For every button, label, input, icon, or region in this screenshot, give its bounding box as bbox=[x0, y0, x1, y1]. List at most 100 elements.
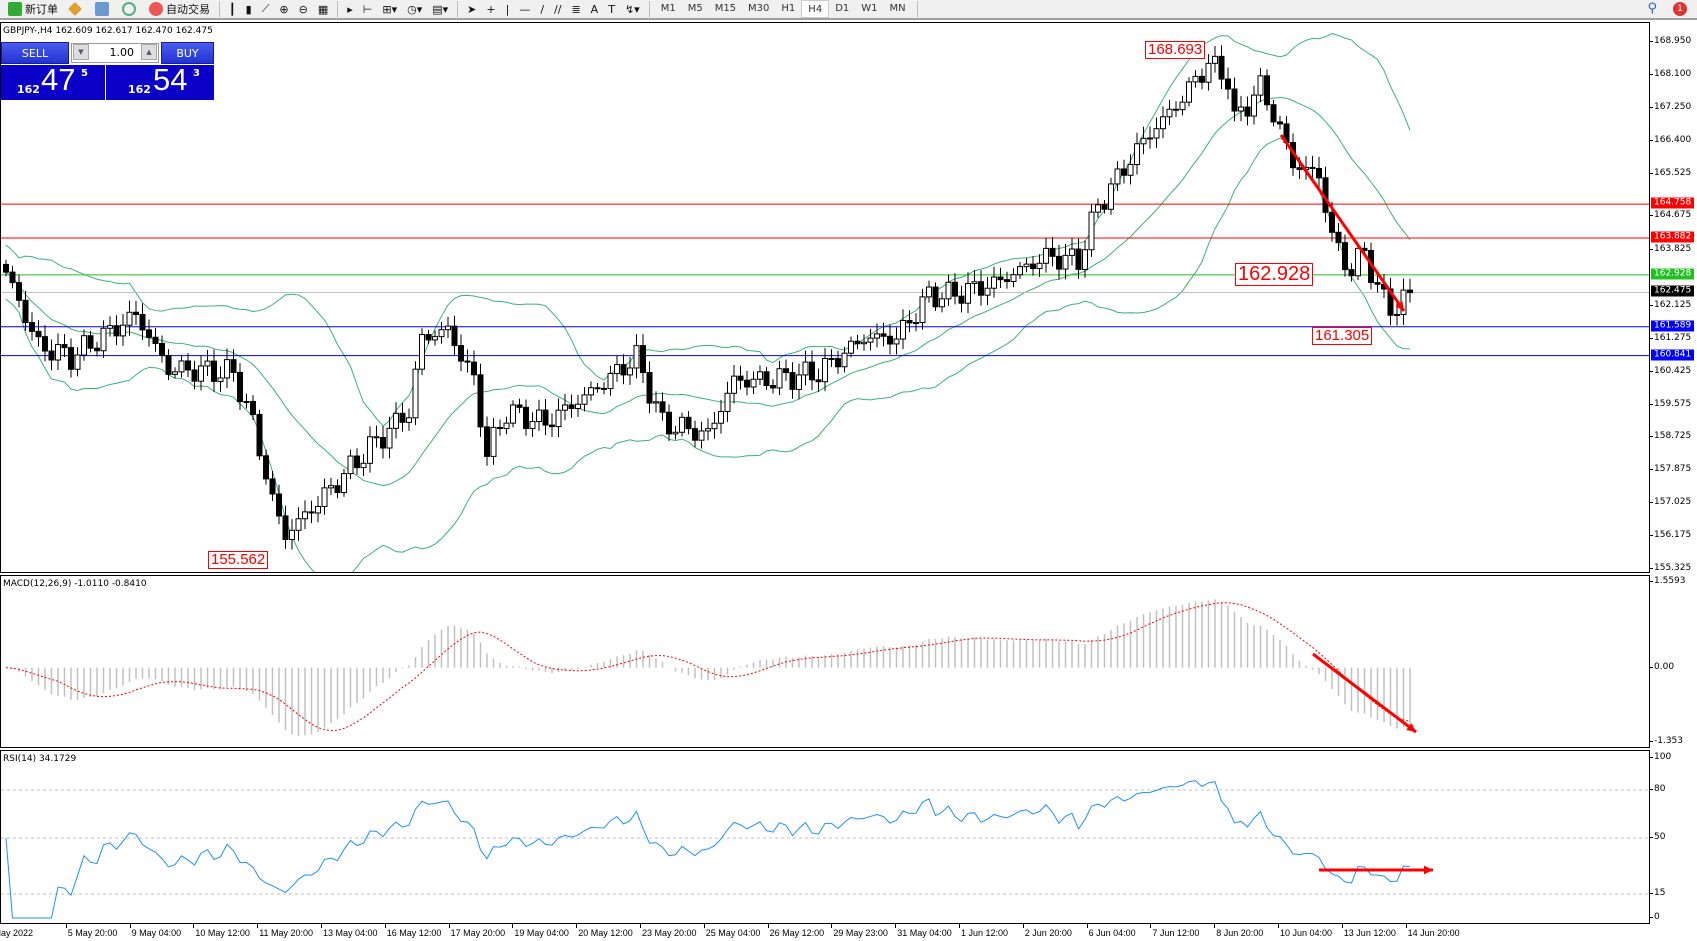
bearish-candle bbox=[139, 313, 146, 331]
timeframe-m30[interactable]: M30 bbox=[748, 3, 770, 14]
bullish-candle bbox=[822, 358, 828, 383]
bullish-candle bbox=[893, 338, 900, 345]
terminal-button[interactable] bbox=[91, 0, 116, 18]
bullish-candle bbox=[1082, 249, 1088, 270]
bullish-candle bbox=[295, 518, 302, 531]
timeframe-h1[interactable]: H1 bbox=[781, 3, 796, 14]
bullish-candle bbox=[939, 298, 945, 308]
timeframe-mn[interactable]: MN bbox=[889, 3, 906, 14]
bullish-candle bbox=[867, 337, 874, 343]
bearish-candle bbox=[1407, 289, 1413, 294]
bullish-candle bbox=[1160, 116, 1166, 130]
lot-size-input[interactable]: 1.00 bbox=[71, 43, 159, 63]
bearish-candle bbox=[35, 330, 42, 338]
bullish-candle bbox=[1238, 106, 1244, 112]
lot-decrease-button[interactable]: ▼ bbox=[73, 44, 89, 60]
metaeditor-button[interactable] bbox=[64, 0, 89, 18]
trendline-button[interactable]: / bbox=[540, 2, 545, 16]
templates-button[interactable]: ▤▾ bbox=[432, 2, 449, 16]
bearish-candle bbox=[952, 281, 958, 297]
sell-button[interactable]: SELL bbox=[1, 42, 69, 64]
recent-low-price-label[interactable]: 161.305 bbox=[1312, 327, 1373, 345]
time-tick: 10 May 12:00 bbox=[193, 924, 250, 938]
sell-price[interactable]: 162 47 5 bbox=[1, 62, 105, 100]
bullish-candle bbox=[874, 333, 880, 339]
candlestick-button[interactable]: ▮ bbox=[245, 2, 252, 16]
timeframe-m1[interactable]: M1 bbox=[660, 3, 676, 14]
bearish-candle bbox=[1101, 204, 1108, 210]
bullish-candle bbox=[1153, 128, 1160, 139]
rsi-title: RSI(14) 34.1729 bbox=[3, 754, 77, 764]
chart-shift-button[interactable]: ⊢ bbox=[362, 2, 373, 16]
auto-scroll-button[interactable]: ▸ bbox=[347, 2, 353, 16]
line-chart-button[interactable]: ⟋ bbox=[261, 2, 270, 15]
lot-increase-button[interactable]: ▲ bbox=[141, 44, 157, 60]
main-chart[interactable]: GBPJPY-,H4 162.609 162.617 162.470 162.4… bbox=[0, 22, 1650, 573]
zoom-in-button[interactable]: ⊕ bbox=[279, 2, 289, 16]
bearish-candle bbox=[744, 379, 750, 388]
bearish-candle bbox=[880, 333, 887, 337]
bearish-candle bbox=[854, 340, 861, 345]
notification-badge[interactable]: 1 bbox=[1673, 1, 1687, 16]
horizontal-line-button[interactable]: — bbox=[519, 2, 531, 16]
bullish-candle bbox=[718, 410, 724, 424]
search-icon[interactable]: ⚲ bbox=[1647, 1, 1657, 16]
bearish-candle bbox=[354, 455, 360, 469]
bullish-candle bbox=[321, 487, 328, 507]
zoom-out-button[interactable]: ⊖ bbox=[298, 2, 308, 16]
sell-price-big-figure: 162 bbox=[17, 83, 40, 96]
text-button[interactable]: A bbox=[590, 2, 599, 16]
fibonacci-button[interactable]: ≣ bbox=[571, 2, 581, 16]
bullish-candle bbox=[367, 436, 373, 464]
bearish-candle bbox=[61, 344, 68, 349]
bullish-candle bbox=[243, 400, 250, 403]
bullish-candle bbox=[55, 344, 61, 361]
time-axis: 4 May 2022 5 May 20:00 9 May 04:00 10 May 1… bbox=[0, 924, 1650, 941]
bearish-candle bbox=[1225, 78, 1231, 90]
arrows-button[interactable]: ↯▾ bbox=[624, 2, 640, 16]
one-click-trading-panel: SELL 1.00 ▼ ▲ BUY 162 47 5 162 54 3 bbox=[1, 42, 214, 100]
high-price-label[interactable]: 168.693 bbox=[1145, 41, 1206, 59]
bullish-candle bbox=[1166, 108, 1173, 118]
level-price-label[interactable]: 162.928 bbox=[1235, 263, 1314, 286]
crosshair-button[interactable]: + bbox=[486, 2, 496, 16]
low-price-label[interactable]: 155.562 bbox=[208, 551, 269, 569]
text-label-button[interactable]: T bbox=[608, 2, 615, 16]
buy-price[interactable]: 162 54 3 bbox=[106, 62, 214, 100]
signals-button[interactable] bbox=[118, 0, 143, 18]
bullish-candle bbox=[1205, 62, 1212, 83]
bullish-candle bbox=[848, 340, 854, 354]
bullish-candle bbox=[81, 335, 87, 356]
indicators-button[interactable]: ⊞▾ bbox=[382, 2, 398, 16]
bullish-candle bbox=[1179, 101, 1186, 111]
bearish-candle bbox=[646, 372, 653, 404]
equidistant-channel-button[interactable]: // bbox=[554, 2, 562, 16]
timeframe-m15[interactable]: M15 bbox=[714, 3, 737, 14]
bullish-candle bbox=[1134, 143, 1140, 166]
bullish-candle bbox=[1062, 254, 1069, 270]
vertical-line-button[interactable]: | bbox=[505, 2, 510, 16]
bearish-candle bbox=[542, 409, 549, 426]
bearish-candle bbox=[263, 455, 269, 480]
timeframe-d1[interactable]: D1 bbox=[835, 3, 850, 14]
macd-panel[interactable]: MACD(12,26,9) -1.0110 -0.8410 bbox=[0, 575, 1650, 748]
tile-windows-button[interactable]: ▦ bbox=[317, 2, 329, 16]
auto-trading-button[interactable]: 自动交易 bbox=[145, 0, 214, 18]
timeframe-h4[interactable]: H4 bbox=[801, 0, 830, 18]
timeframe-w1[interactable]: W1 bbox=[861, 3, 878, 14]
cursor-button[interactable]: ➤ bbox=[467, 2, 477, 16]
bullish-candle bbox=[945, 281, 952, 300]
bearish-candle bbox=[477, 374, 484, 428]
level-price-tag: 163.882 bbox=[1651, 231, 1695, 243]
rsi-panel[interactable]: RSI(14) 34.1729 bbox=[0, 750, 1650, 924]
buy-button[interactable]: BUY bbox=[161, 42, 214, 64]
periods-button[interactable]: ◷▾ bbox=[407, 2, 423, 16]
price-axis[interactable]: 168.950 168.100 167.250 166.400 165.525 164.6… bbox=[1649, 22, 1697, 573]
bullish-candle bbox=[360, 462, 367, 469]
price-tick: 168.950 bbox=[1649, 36, 1692, 46]
bar-chart-button[interactable]: ┃ bbox=[229, 2, 236, 16]
timeframe-m5[interactable]: M5 bbox=[687, 3, 703, 14]
new-order-button[interactable]: 新订单 bbox=[4, 0, 62, 18]
separator bbox=[648, 1, 650, 17]
time-tick: 25 May 04:00 bbox=[703, 924, 761, 938]
